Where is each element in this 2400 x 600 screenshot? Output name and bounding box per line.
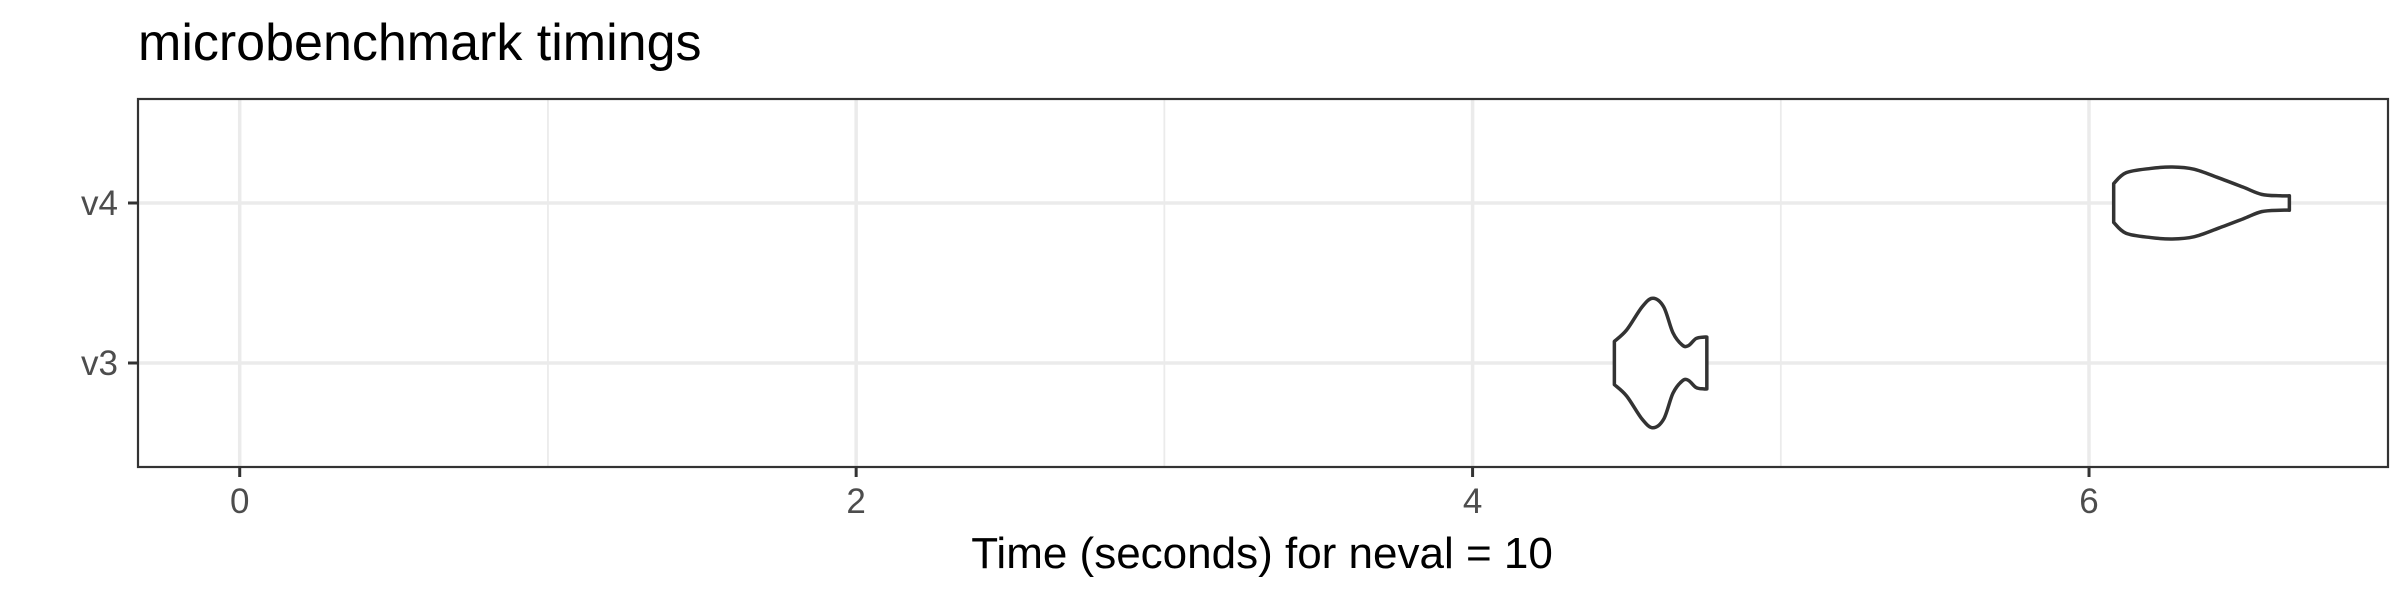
y-tick-label-v4: v4 bbox=[81, 184, 118, 223]
x-tick-label: 0 bbox=[230, 482, 249, 521]
x-tick-label: 4 bbox=[1463, 482, 1482, 521]
violin-v4 bbox=[2111, 165, 2292, 241]
x-axis-title: Time (seconds) for neval = 10 bbox=[971, 529, 1553, 578]
chart-title: microbenchmark timings bbox=[138, 14, 702, 72]
x-tick-label: 6 bbox=[2079, 482, 2098, 521]
y-tick-label-v3: v3 bbox=[81, 344, 118, 383]
plot-panel: 0 2 4 6 v3 v4 bbox=[81, 97, 2390, 521]
panel-border bbox=[136, 97, 2390, 469]
x-tick-label: 2 bbox=[846, 482, 865, 521]
violin-v3 bbox=[1612, 296, 1709, 430]
